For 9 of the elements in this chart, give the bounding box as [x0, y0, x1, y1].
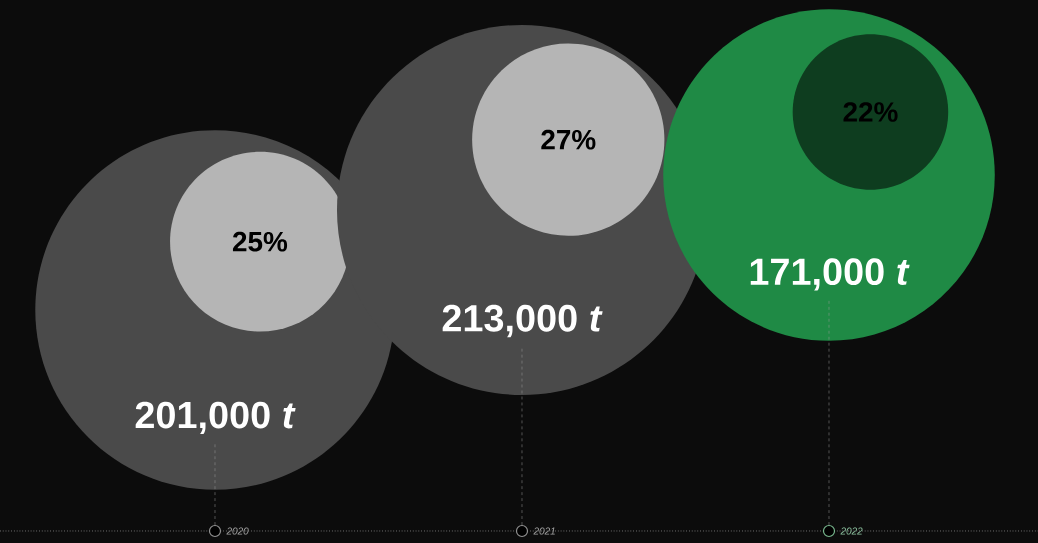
data-label: 213,000 t — [442, 304, 603, 338]
data-label: 201,000 t — [135, 401, 296, 434]
category-label: 2021 — [533, 527, 555, 535]
category-label: 2022 — [840, 527, 863, 535]
data-label: 22% — [843, 102, 898, 122]
data-label: 27% — [541, 129, 596, 150]
category-label: 2020 — [226, 527, 249, 535]
data-label: 25% — [232, 231, 288, 252]
data-label: 171,000 t — [750, 258, 910, 291]
